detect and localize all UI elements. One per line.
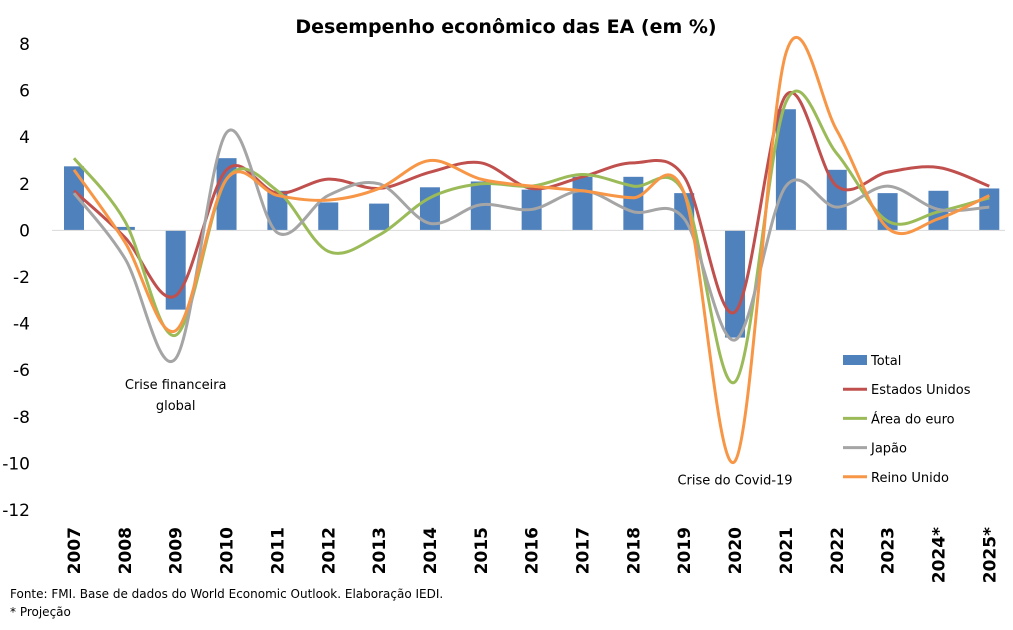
- bar-2007: [64, 166, 84, 231]
- line-japao: [72, 128, 990, 363]
- y-tick-label: -4: [13, 315, 30, 335]
- x-tick-label: 2025*: [980, 527, 1000, 583]
- legend-label-reino-unido: Reino Unido: [871, 471, 949, 486]
- x-tick-label: 2017: [574, 527, 594, 574]
- x-tick-label: 2021: [777, 527, 797, 574]
- y-tick-label: 4: [19, 128, 30, 148]
- y-tick-label: -2: [13, 268, 30, 288]
- x-tick-label: 2024*: [929, 527, 949, 583]
- legend-label-total: Total: [870, 354, 901, 369]
- bar-2020: [725, 230, 746, 338]
- line-area-do-euro: [72, 89, 990, 385]
- x-tick-label: 2022: [828, 527, 848, 574]
- x-tick-label: 2015: [472, 527, 492, 574]
- x-axis: 2007 2008 2009 2010 2011 2012 2013 2014 2015 2016…: [65, 527, 1000, 583]
- bar-2025*: [979, 188, 1000, 231]
- legend: Total Estados Unidos Área do euro Japão Rein…: [843, 354, 971, 486]
- y-tick-label: -10: [2, 454, 30, 474]
- y-tick-label: 2: [19, 175, 30, 195]
- annotations: Crise financeira global Crise do Covid-19: [125, 378, 793, 489]
- bar-2021: [775, 109, 796, 231]
- y-tick-label: -6: [13, 361, 30, 381]
- annotation-label: Crise financeira: [125, 378, 227, 393]
- legend-swatch-total: [843, 355, 867, 365]
- projection-note: * Projeção: [10, 605, 71, 619]
- y-tick-label: -12: [2, 501, 30, 521]
- y-tick-label: -8: [13, 408, 30, 428]
- x-tick-label: 2023: [879, 527, 899, 574]
- y-tick-label: 6: [19, 82, 30, 102]
- x-tick-label: 2010: [218, 527, 238, 574]
- x-tick-label: 2020: [726, 527, 746, 574]
- bar-2022: [826, 169, 847, 231]
- bar-2013: [369, 203, 390, 231]
- bar-2017: [572, 176, 593, 231]
- line-series: [72, 35, 990, 465]
- x-tick-label: 2018: [624, 527, 644, 574]
- x-tick-label: 2009: [167, 527, 187, 574]
- x-tick-label: 2014: [421, 527, 441, 574]
- x-tick-label: 2011: [268, 527, 288, 574]
- source-note: Fonte: FMI. Base de dados do World Econo…: [10, 587, 444, 601]
- bar-2018: [623, 176, 644, 231]
- x-tick-label: 2012: [319, 527, 339, 574]
- y-tick-label: 0: [19, 221, 30, 241]
- annotation-label: Crise do Covid-19: [677, 473, 792, 488]
- y-axis: 8 6 4 2 0 -2 -4 -6 -8 -10 -12: [2, 35, 30, 521]
- x-tick-label: 2008: [116, 527, 136, 574]
- x-tick-label: 2019: [675, 527, 695, 574]
- line-estados-unidos: [72, 90, 990, 315]
- x-tick-label: 2016: [523, 527, 543, 574]
- legend-label-area-do-euro: Área do euro: [871, 411, 955, 427]
- bar-2014: [419, 187, 440, 231]
- bar-2011: [267, 190, 288, 231]
- legend-label-japao: Japão: [870, 442, 907, 457]
- x-tick-label: 2013: [370, 527, 390, 574]
- y-tick-label: 8: [19, 35, 30, 55]
- x-tick-label: 2007: [65, 527, 85, 574]
- bar-2008: [114, 226, 135, 231]
- chart-title: Desempenho econômico das EA (em %): [295, 16, 716, 38]
- annotation-label: global: [156, 399, 196, 414]
- line-reino-unido: [72, 35, 990, 465]
- bar-2012: [318, 202, 339, 231]
- legend-label-estados-unidos: Estados Unidos: [871, 383, 971, 398]
